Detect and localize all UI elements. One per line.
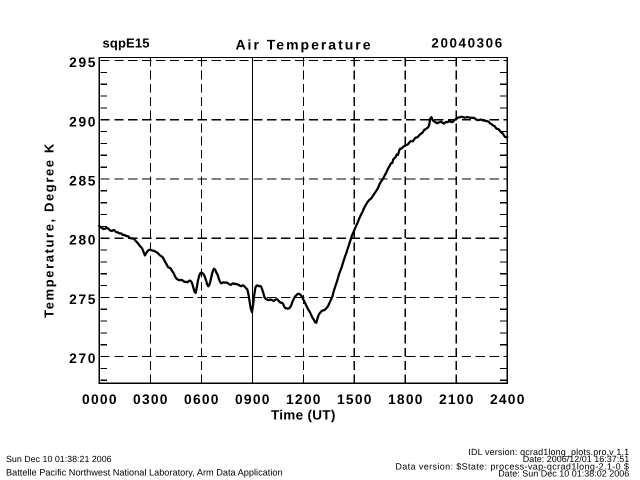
svg-text:1200: 1200 [286,392,322,407]
svg-text:1800: 1800 [388,392,424,407]
svg-text:sqpE15: sqpE15 [103,36,150,51]
svg-text:0900: 0900 [235,392,271,407]
svg-text:20040306: 20040306 [431,36,503,51]
svg-text:Date: Sun Dec 10 01:38:02 2006: Date: Sun Dec 10 01:38:02 2006 [498,469,629,479]
svg-text:0300: 0300 [133,392,169,407]
svg-text:275: 275 [69,292,97,307]
svg-text:2400: 2400 [490,392,526,407]
svg-text:0600: 0600 [184,392,220,407]
svg-text:Air Temperature: Air Temperature [235,37,372,53]
svg-text:Sun Dec 10 01:38:21 2006: Sun Dec 10 01:38:21 2006 [6,454,112,464]
svg-text:Data version: $State: process-: Data version: $State: process-vap-qcrad1… [395,461,629,471]
svg-text:Time (UT): Time (UT) [271,408,336,423]
svg-text:270: 270 [69,351,97,366]
svg-text:290: 290 [69,114,97,129]
svg-text:0000: 0000 [82,392,118,407]
svg-text:Temperature, Degree K: Temperature, Degree K [41,142,56,318]
svg-text:285: 285 [69,174,97,189]
svg-text:295: 295 [69,55,97,70]
svg-text:2100: 2100 [439,392,475,407]
svg-text:IDL version: qcrad1long_plots.: IDL version: qcrad1long_plots.pro,v 1.1 [468,447,629,457]
svg-text:Date: 2006/12/01 16:37:51: Date: 2006/12/01 16:37:51 [523,454,630,464]
svg-text:1500: 1500 [337,392,373,407]
svg-text:Battelle Pacific Northwest Nat: Battelle Pacific Northwest National Labo… [6,468,283,478]
svg-text:280: 280 [69,233,97,248]
